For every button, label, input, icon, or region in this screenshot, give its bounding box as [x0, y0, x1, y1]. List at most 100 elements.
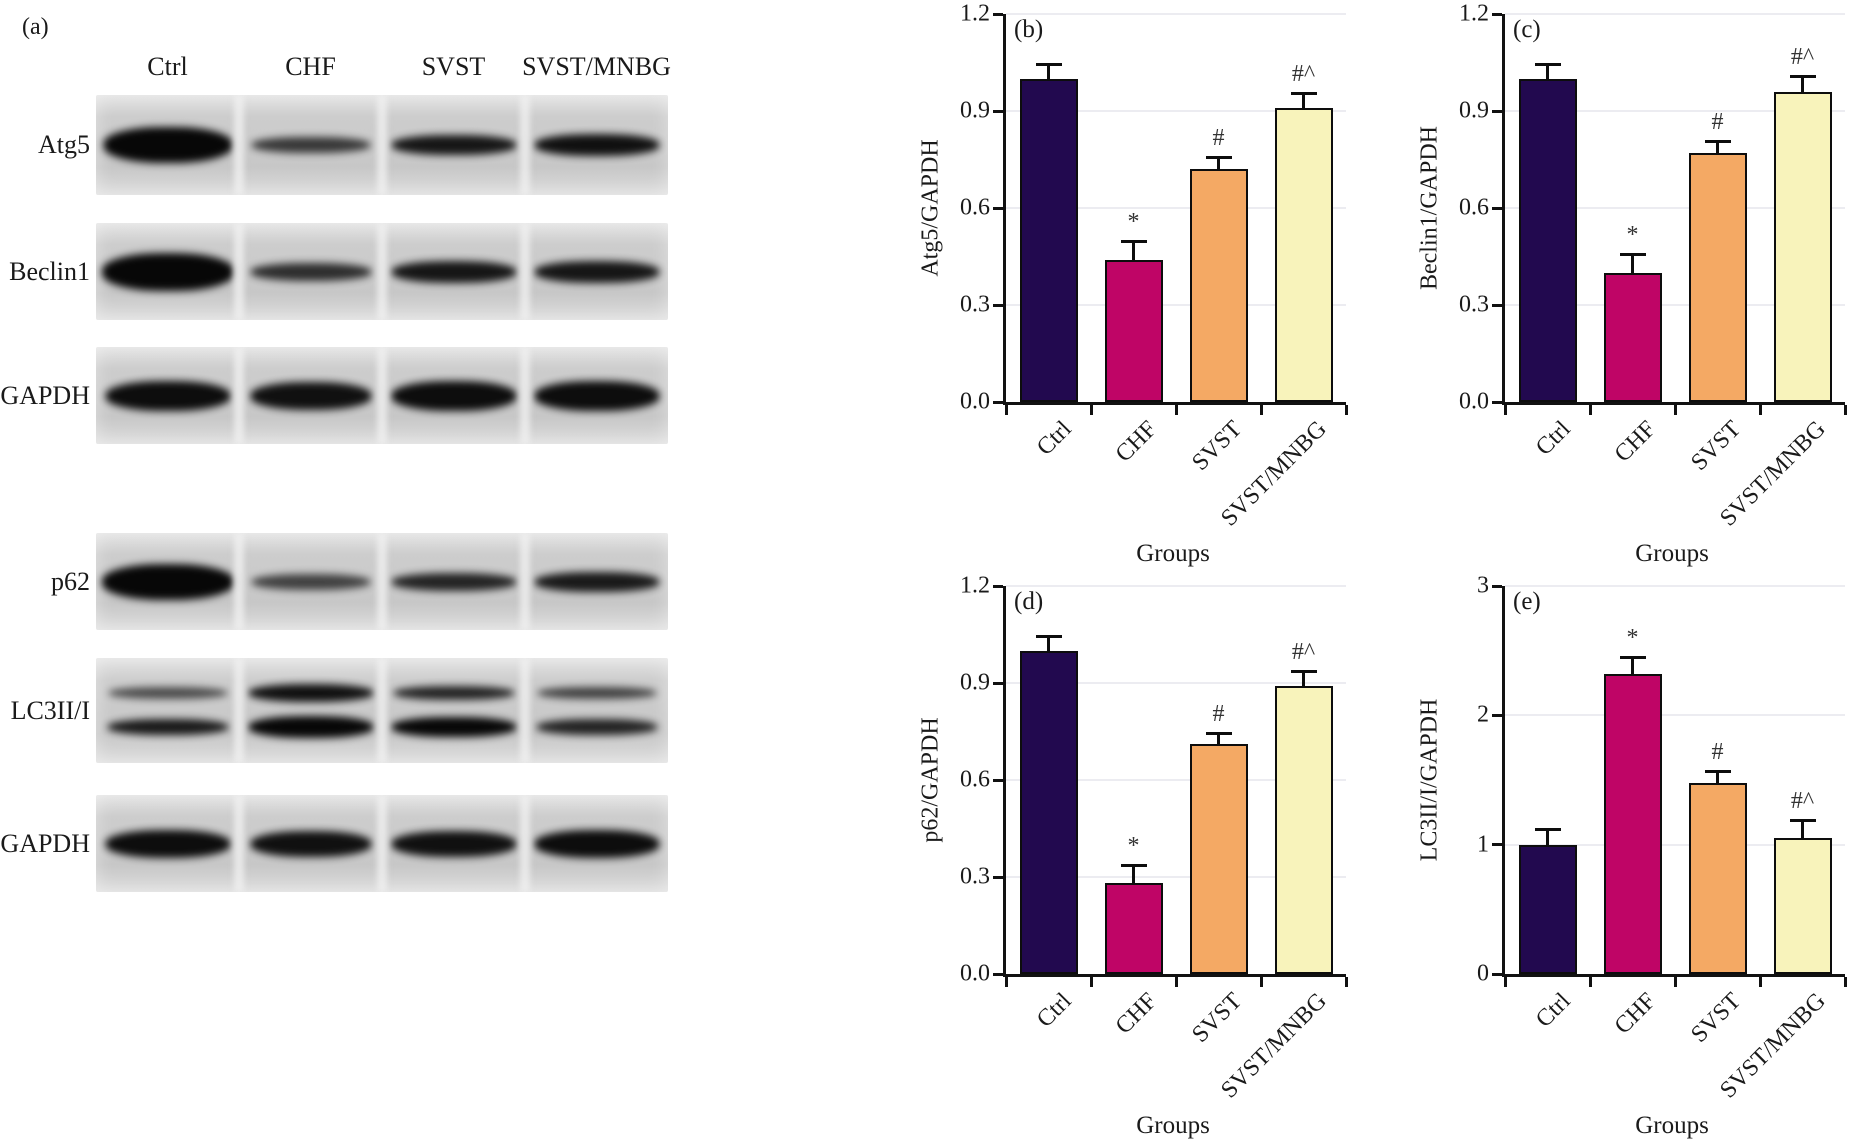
significance-annotation-chf: *: [1127, 209, 1140, 236]
y-tick-label: 0.3: [960, 863, 990, 890]
protein-band: [534, 829, 659, 858]
x-tick-label-text: SVST: [1187, 416, 1247, 476]
plot-area: 0.0 0.3 0.6 0.9 1.2 Ctrl * CHF # SVST #^ SVST/MNBG(…: [960, 1, 1348, 532]
error-bar-ctrl: [1047, 634, 1050, 651]
x-tick-mark: [1503, 405, 1507, 415]
protein-band: [107, 718, 228, 735]
lane-divider: [520, 658, 530, 763]
lane-divider: [520, 223, 530, 320]
gridline: [1505, 585, 1845, 587]
blot-strip-atg5-0: [96, 95, 668, 195]
x-tick-label-text: CHF: [1609, 416, 1661, 468]
x-axis-title: Groups: [1635, 540, 1709, 567]
protein-band: [391, 260, 516, 283]
protein-band: [536, 718, 657, 735]
bar-svst-mnbg: [1773, 838, 1832, 974]
x-tick-mark: [1259, 977, 1263, 987]
blot-row-label-lc3ii-i-4: LC3II/I: [10, 696, 90, 725]
y-tick-label: 1.2: [960, 572, 990, 599]
gridline: [1006, 207, 1346, 209]
y-axis-label: LC3II/I/GAPDH: [1416, 698, 1443, 862]
lane-divider: [377, 223, 387, 320]
x-tick-mark: [1089, 977, 1093, 987]
y-tick-label: 0.0: [960, 960, 990, 987]
significance-annotation-svst-mnbg: #^: [1790, 44, 1815, 71]
error-bar-cap-ctrl: [1534, 827, 1561, 831]
chart-panel-e-lc3: LC3II/I/GAPDH 0 1 2 3 Ctrl * CHF # SVST #^ SVST/MNB…: [1357, 572, 1857, 1140]
lane-divider: [234, 795, 244, 892]
protein-band: [391, 572, 516, 591]
lane-divider: [234, 223, 244, 320]
gridline: [1006, 585, 1346, 587]
protein-band: [250, 830, 371, 857]
bar-ctrl: [1019, 78, 1078, 402]
y-axis-label: Beclin1/GAPDH: [1416, 126, 1443, 290]
error-bar-cap-svst-mnbg: [1290, 670, 1317, 674]
error-bar-cap-svst-mnbg: [1290, 91, 1317, 95]
bar-svst-mnbg: [1773, 91, 1832, 402]
y-axis-label: Atg5/GAPDH: [917, 139, 944, 277]
protein-band: [537, 686, 656, 699]
y-tick-label: 2: [1477, 701, 1489, 728]
bar-svst: [1688, 782, 1747, 974]
y-tick-mark: [993, 584, 1003, 588]
y-tick-label: 0.6: [1459, 194, 1489, 221]
blot-strip-beclin1-1: [96, 223, 668, 320]
blot-lane-chf: [239, 533, 382, 630]
blot-row-label-gapdh-5: GAPDH: [0, 829, 90, 858]
bar-chf: [1104, 883, 1163, 974]
y-tick-mark: [1492, 206, 1502, 210]
x-tick-mark: [1758, 977, 1762, 987]
gridline: [1006, 779, 1346, 781]
x-axis-title: Groups: [1136, 1112, 1210, 1139]
bar-ctrl: [1518, 78, 1577, 402]
panel-letter: (b): [1014, 16, 1044, 43]
lane-header-ctrl: Ctrl: [147, 52, 188, 81]
blot-lane-svst-mnbg: [525, 95, 668, 195]
blot-row-label-p62-3: p62: [51, 567, 90, 596]
y-tick-mark: [993, 778, 1003, 782]
lane-divider: [377, 95, 387, 195]
x-axis-title: Groups: [1635, 1112, 1709, 1139]
blot-lane-chf: [239, 223, 382, 320]
protein-band: [393, 685, 514, 700]
x-tick-mark: [1174, 405, 1178, 415]
protein-band: [534, 380, 659, 411]
panel-a-western-blots: (a) Ctrl CHF SVST SVST/MNBG Atg5 Beclin1 GAPDH…: [0, 0, 720, 960]
x-axis-title: Groups: [1136, 540, 1210, 567]
x-tick-mark: [1174, 977, 1178, 987]
bar-ctrl: [1019, 650, 1078, 974]
blot-lane-svst-mnbg: [525, 795, 668, 892]
protein-band: [108, 686, 227, 699]
error-bar-cap-chf: [1619, 655, 1646, 659]
protein-band: [250, 262, 371, 281]
gridline: [1505, 110, 1845, 112]
blot-lane-chf: [239, 95, 382, 195]
x-tick-mark: [1344, 977, 1348, 987]
x-tick-label-text: Ctrl: [1032, 416, 1077, 461]
protein-band: [248, 683, 373, 702]
y-tick-label: 0.0: [960, 388, 990, 415]
error-bar-chf: [1132, 864, 1135, 884]
blot-row-label-gapdh-2: GAPDH: [0, 381, 90, 410]
protein-band: [534, 571, 659, 592]
lane-divider: [520, 95, 530, 195]
y-tick-mark: [993, 303, 1003, 307]
blot-row-label-atg5-0: Atg5: [38, 130, 90, 159]
gridline: [1505, 13, 1845, 15]
y-tick-label: 0.9: [1459, 97, 1489, 124]
blot-lane-ctrl: [96, 658, 239, 763]
significance-annotation-svst-mnbg: #^: [1790, 787, 1815, 814]
gridline: [1006, 876, 1346, 878]
y-tick-label: 0.9: [960, 97, 990, 124]
chart-panel-b-atg5: Atg5/GAPDH 0.0 0.3 0.6 0.9 1.2 Ctrl * CHF # SVST #^…: [858, 0, 1358, 568]
x-tick-label-text: CHF: [1110, 416, 1162, 468]
y-tick-mark: [993, 12, 1003, 16]
y-axis-label: p62/GAPDH: [917, 717, 944, 843]
error-bar-svst-mnbg: [1302, 670, 1305, 687]
blot-row-label-beclin1-1: Beclin1: [9, 257, 90, 286]
significance-annotation-chf: *: [1626, 222, 1639, 249]
lane-divider: [520, 533, 530, 630]
gridline: [1006, 110, 1346, 112]
error-bar-cap-ctrl: [1534, 62, 1561, 66]
